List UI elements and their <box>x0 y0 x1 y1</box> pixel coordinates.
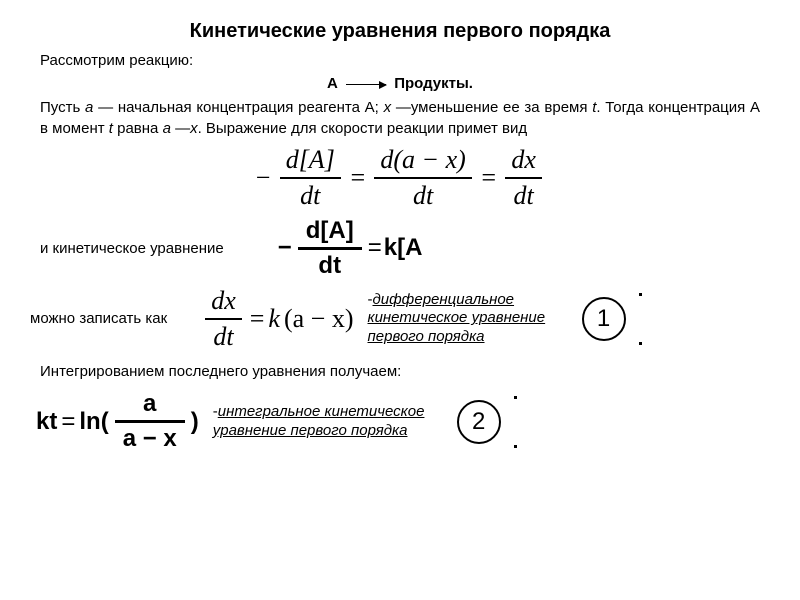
text: . Выражение для скорости реакции примет … <box>198 120 528 137</box>
denominator: dt <box>280 179 341 211</box>
reaction-rhs: Продукты. <box>394 75 473 92</box>
rhs: k[A <box>384 234 423 262</box>
fraction: d[A] dt <box>298 217 362 280</box>
numerator: dx <box>205 286 242 320</box>
denominator: dt <box>374 179 471 211</box>
reaction-lhs: А <box>327 75 338 92</box>
lhs: kt <box>36 408 57 436</box>
equals: = <box>349 163 367 193</box>
circle-badge-1: 1 <box>582 297 626 341</box>
denominator: dt <box>298 250 362 280</box>
text: Пусть <box>40 99 85 116</box>
text: — начальная концентрация реагента А; <box>93 99 383 116</box>
label-can-write: можно записать как <box>30 310 167 327</box>
var-a: а <box>163 120 171 137</box>
fraction: a a − x <box>115 390 185 453</box>
numerator: d[A] <box>298 217 362 250</box>
differential-equation-row: можно записать как dx dt = k(a − x) дифф… <box>30 286 770 352</box>
fraction: dx dt <box>505 145 542 211</box>
integration-text: Интегрированием последнего уравнения пол… <box>40 362 760 382</box>
circle-badge-2: 2 <box>457 400 501 444</box>
kinetic-equation-row: и кинетическое уравнение − d[A] dt = k[A <box>30 217 770 280</box>
var-x: х <box>384 99 392 116</box>
rhs-paren: (a − x) <box>284 304 354 334</box>
text: — <box>171 120 190 137</box>
fraction: d(a − x) dt <box>374 145 471 211</box>
intro-line-1: Рассмотрим реакцию: <box>40 51 760 71</box>
label-kinetic: и кинетическое уравнение <box>40 240 224 257</box>
equals: = <box>368 234 382 262</box>
ln-close: ) <box>191 408 199 436</box>
var-x: х <box>190 120 198 137</box>
ln-open: ln( <box>79 408 108 436</box>
integral-equation-row: kt = ln( a a − x ) интегральное кинетиче… <box>30 390 770 453</box>
rhs-k: k <box>268 304 280 334</box>
denominator: a − x <box>115 423 185 453</box>
denominator: dt <box>505 179 542 211</box>
numerator: d(a − x) <box>374 145 471 179</box>
fraction: dx dt <box>205 286 242 352</box>
equals: = <box>480 163 498 193</box>
equals: = <box>250 304 265 334</box>
reaction-scheme: А Продукты. <box>30 75 770 92</box>
numerator: dx <box>505 145 542 179</box>
text: равна <box>113 120 163 137</box>
annotation-differential: дифференциальное кинетическое уравнение … <box>368 291 558 347</box>
text: —уменьшение ее за время <box>391 99 592 116</box>
denominator: dt <box>205 320 242 352</box>
equals: = <box>61 408 75 436</box>
minus-sign: − <box>254 163 272 193</box>
annotation-integral: интегральное кинетическое уравнение перв… <box>213 403 433 441</box>
equation-rate: − d[A] dt = d(a − x) dt = dx dt <box>30 145 770 211</box>
numerator: d[A] <box>280 145 341 179</box>
arrow-icon <box>346 84 386 85</box>
fraction: d[A] dt <box>280 145 341 211</box>
intro-paragraph: Пусть а — начальная концентрация реагент… <box>40 98 760 139</box>
minus-sign: − <box>278 234 292 262</box>
numerator: a <box>115 390 185 423</box>
page-title: Кинетические уравнения первого порядка <box>30 20 770 43</box>
